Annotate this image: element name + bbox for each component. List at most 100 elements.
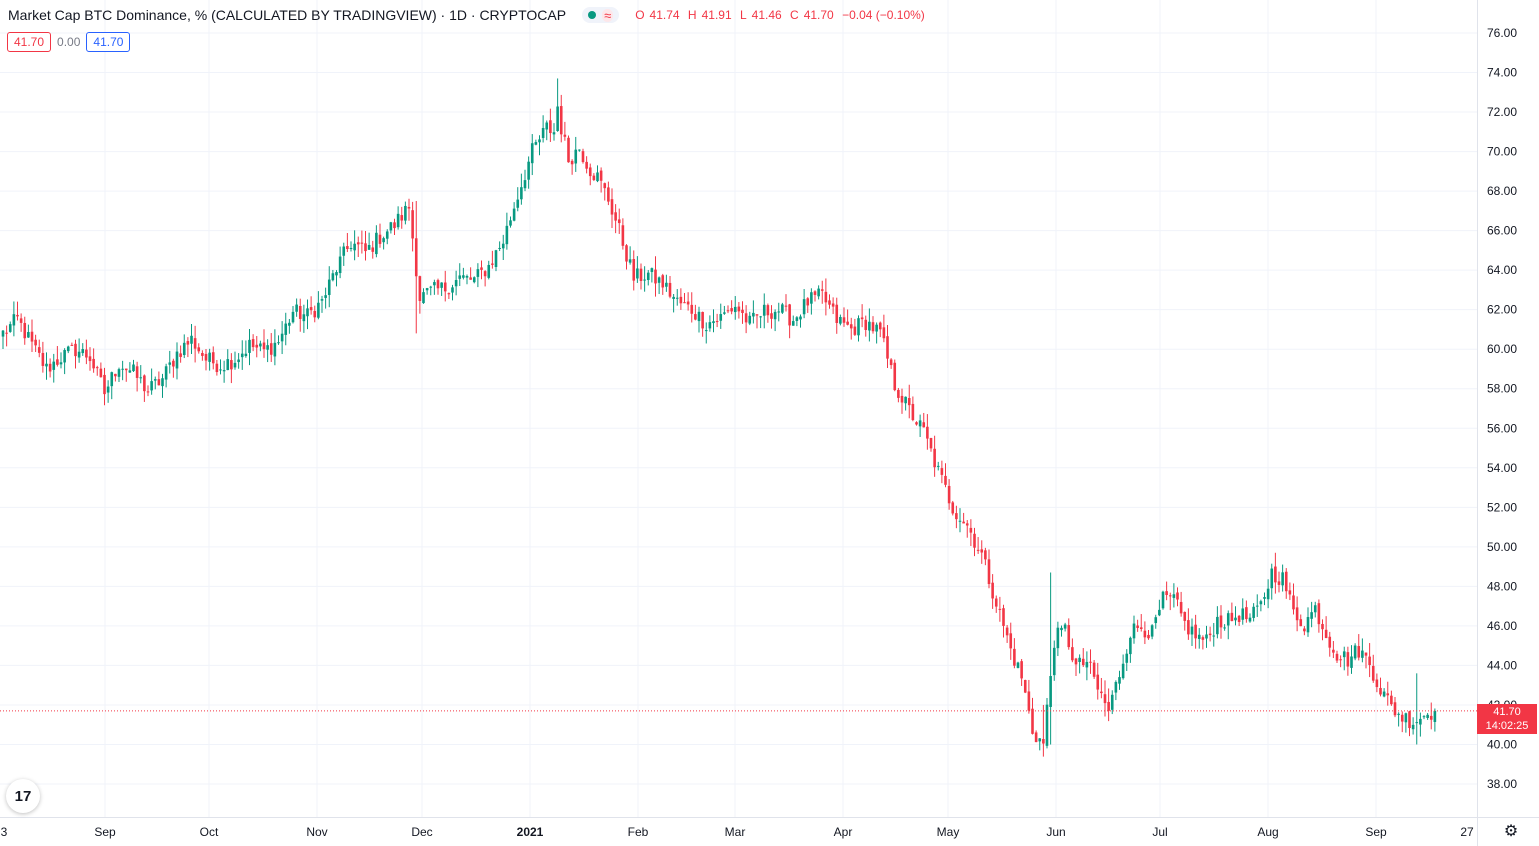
x-tick-label: Sep — [1365, 825, 1387, 839]
candle-body — [828, 300, 831, 305]
symbol-title[interactable]: Market Cap BTC Dominance, % (CALCULATED … — [8, 7, 567, 23]
candle-body — [657, 277, 661, 283]
candle-body — [52, 361, 56, 370]
candle-body — [820, 289, 824, 291]
candle-body — [1292, 595, 1295, 610]
candle-body — [1332, 649, 1335, 653]
candle-body — [34, 339, 37, 346]
value-box-right: 41.70 — [86, 32, 131, 52]
candle-body — [585, 161, 588, 169]
candle-body — [730, 308, 733, 312]
candle-body — [882, 327, 886, 339]
candle-body — [1074, 658, 1078, 665]
candle-body — [447, 293, 451, 295]
candle-body — [857, 318, 860, 336]
candle-body — [1397, 713, 1400, 715]
candle-body — [1147, 634, 1150, 639]
y-tick-label: 76.00 — [1487, 26, 1517, 40]
candle-body — [686, 301, 690, 305]
candle-body — [1002, 608, 1005, 626]
candle-body — [414, 238, 418, 277]
candle-body — [153, 379, 157, 381]
candle-body — [393, 222, 396, 229]
candle-body — [436, 280, 440, 289]
candle-body — [400, 215, 404, 221]
candle-body — [733, 306, 737, 313]
candle-body — [1234, 617, 1237, 621]
tradingview-logo[interactable]: 17 — [6, 779, 40, 813]
candle-body — [505, 225, 509, 245]
candle-body — [672, 296, 675, 299]
value-middle: 0.00 — [57, 35, 81, 49]
candle-body — [741, 309, 744, 314]
candle-body — [298, 306, 302, 319]
candle-body — [1408, 711, 1411, 729]
candle-body — [95, 367, 99, 369]
y-tick-label: 60.00 — [1487, 342, 1517, 356]
candle-body — [454, 280, 458, 287]
candle-body — [1190, 626, 1194, 635]
candle-body — [1223, 627, 1226, 629]
candle-body — [389, 222, 393, 231]
gear-icon[interactable]: ⚙ — [1503, 823, 1519, 840]
candle-body — [255, 344, 259, 348]
candle-body — [610, 199, 614, 215]
candle-body — [523, 180, 527, 189]
value-box-left: 41.70 — [7, 32, 52, 52]
candle-body — [766, 305, 770, 316]
candle-body — [1071, 647, 1074, 661]
candle-body — [1194, 624, 1197, 639]
y-tick-label: 40.00 — [1487, 737, 1517, 751]
chart-grid — [0, 0, 1477, 817]
y-tick-label: 56.00 — [1487, 421, 1517, 435]
candle-body — [280, 333, 284, 342]
candle-body — [320, 299, 324, 301]
x-tick-label: Feb — [628, 825, 649, 839]
candle-body — [1208, 633, 1212, 636]
candle-body — [103, 374, 106, 395]
candle-body — [1219, 615, 1223, 628]
price-axis[interactable]: 76.00 74.00 72.00 70.00 68.00 66.00 64.00 62.00… — [1487, 26, 1517, 791]
candle-body — [958, 520, 962, 522]
candle-body — [30, 331, 34, 342]
candle-body — [944, 475, 947, 485]
candle-body — [5, 332, 8, 334]
candle-body — [150, 381, 153, 391]
candle-body — [552, 132, 556, 135]
candle-body — [146, 391, 150, 393]
candle-body — [1165, 591, 1168, 595]
candle-body — [755, 314, 759, 316]
bar-countdown: 14:02:25 — [1485, 720, 1529, 732]
candle-body — [161, 378, 164, 387]
candle-body — [331, 273, 335, 281]
candle-body — [425, 288, 429, 291]
candle-body — [8, 324, 12, 332]
candle-body — [864, 319, 868, 330]
candle-body — [222, 370, 226, 372]
y-tick-label: 52.00 — [1487, 500, 1517, 514]
y-tick-label: 68.00 — [1487, 184, 1517, 198]
candle-body — [1400, 714, 1404, 722]
candle-body — [1415, 722, 1419, 724]
candle-body — [592, 175, 596, 181]
y-tick-label: 66.00 — [1487, 224, 1517, 238]
indicator-values: 41.70 0.00 41.70 — [7, 32, 131, 52]
candle-body — [527, 161, 530, 180]
candle-body — [92, 358, 95, 369]
candle-body — [1038, 738, 1042, 742]
candle-body — [588, 167, 592, 177]
candle-body — [1429, 715, 1433, 720]
candle-body — [1139, 627, 1143, 629]
candle-body — [951, 502, 955, 514]
status-pill[interactable]: ≈ — [582, 7, 620, 23]
candle-body — [208, 352, 211, 362]
x-tick-label: Mar — [725, 825, 746, 839]
time-axis[interactable]: 3 Sep Oct Nov Dec 2021 Feb Mar Apr May Jun Jul Aug Se… — [1, 825, 1474, 839]
candle-body — [831, 303, 835, 307]
chart-legend: Market Cap BTC Dominance, % (CALCULATED … — [8, 6, 930, 24]
x-tick-label: Aug — [1257, 825, 1278, 839]
candle-body — [922, 422, 926, 428]
candle-body — [284, 323, 288, 335]
candle-body — [309, 307, 313, 311]
